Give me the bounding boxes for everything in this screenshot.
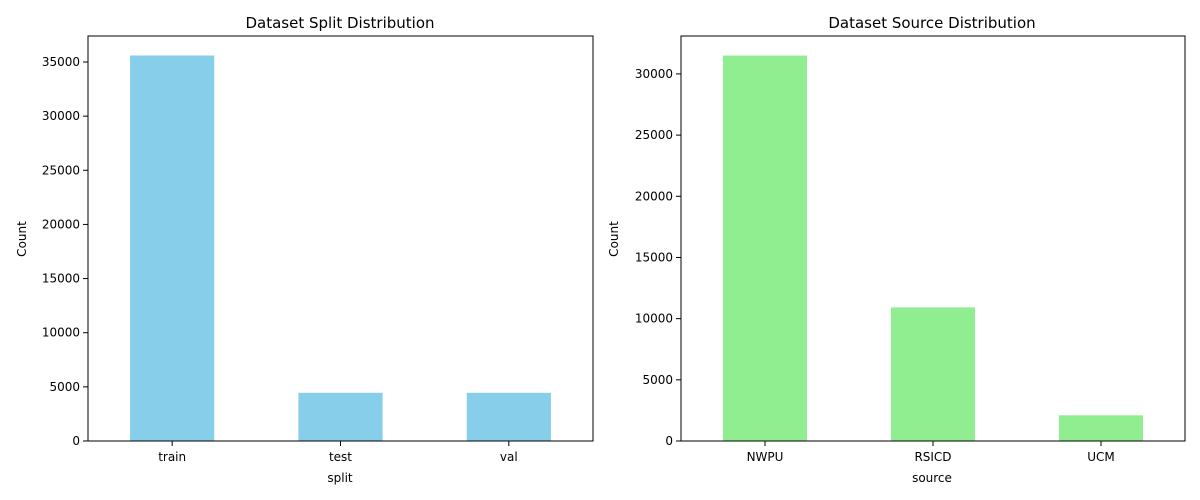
y-tick-label: 30000 xyxy=(635,67,673,81)
x-tick-label: test xyxy=(329,450,352,464)
source-distribution-chart: Dataset Source Distribution source Count… xyxy=(607,14,1186,485)
bar xyxy=(891,307,975,441)
chart-title: Dataset Source Distribution xyxy=(828,14,1035,32)
bar xyxy=(466,392,551,441)
y-tick-label: 15000 xyxy=(42,272,80,286)
x-tick-label: train xyxy=(158,450,186,464)
x-axis-label: split xyxy=(327,471,353,485)
y-tick-label: 5000 xyxy=(49,380,80,394)
y-tick-label: 25000 xyxy=(42,163,80,177)
y-tick-label: 20000 xyxy=(635,189,673,203)
x-tick-label: RSICD xyxy=(914,450,951,464)
y-tick-label: 15000 xyxy=(635,250,673,264)
y-tick-label: 35000 xyxy=(42,55,80,69)
bar xyxy=(723,55,807,442)
bar xyxy=(130,55,215,442)
x-tick-label: val xyxy=(500,450,518,464)
y-tick-label: 25000 xyxy=(635,128,673,142)
y-tick-label: 30000 xyxy=(42,109,80,123)
plot-frame xyxy=(680,35,1186,442)
chart-title: Dataset Split Distribution xyxy=(245,14,434,32)
x-axis-label: source xyxy=(912,471,952,485)
y-tick-label: 20000 xyxy=(42,217,80,231)
bar xyxy=(298,392,383,441)
bar xyxy=(1059,415,1143,441)
y-axis-label: Count xyxy=(15,221,29,257)
split-distribution-chart: Dataset Split Distribution split Count 0… xyxy=(15,14,594,485)
x-tick-label: UCM xyxy=(1087,450,1115,464)
x-tick-label: NWPU xyxy=(747,450,784,464)
plot-frame xyxy=(87,35,594,442)
y-tick-label: 0 xyxy=(665,434,673,448)
y-tick-label: 10000 xyxy=(42,326,80,340)
y-tick-label: 0 xyxy=(72,434,80,448)
y-axis-label: Count xyxy=(607,221,621,257)
y-tick-label: 10000 xyxy=(635,312,673,326)
y-tick-label: 5000 xyxy=(642,373,673,387)
